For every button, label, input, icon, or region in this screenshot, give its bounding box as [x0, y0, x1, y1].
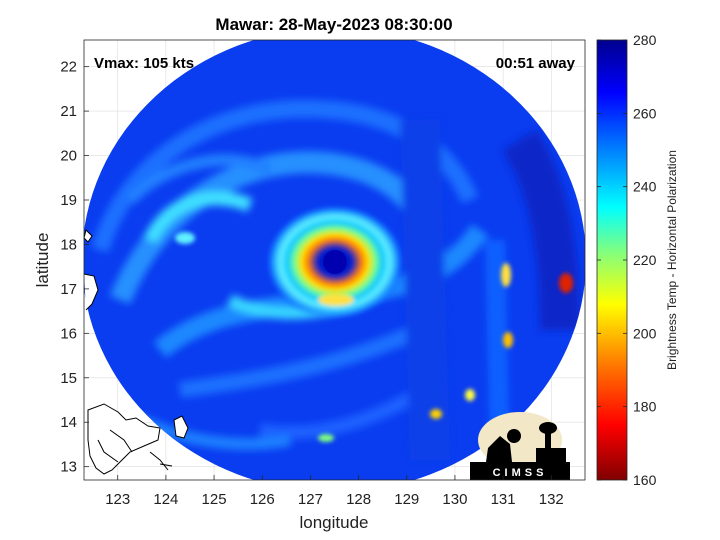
y-tick-label: 17 [60, 281, 77, 298]
cimss-logo: CIMSS [470, 412, 570, 480]
colorbar-tick-label: 220 [633, 252, 657, 268]
x-tick-label: 126 [250, 491, 275, 508]
colorbar-tick-label: 240 [633, 179, 657, 195]
chart-title: Mawar: 28-May-2023 08:30:00 [215, 15, 452, 34]
x-axis-ticks: 123 124 125 126 127 128 129 130 131 132 [105, 475, 564, 508]
colorbar-tick-label: 260 [633, 105, 657, 121]
time-offset-annotation: 00:51 away [496, 55, 576, 72]
colorbar-ticks: 160 180 200 220 240 260 280 [597, 32, 657, 488]
y-tick-label: 16 [60, 325, 77, 342]
x-tick-label: 132 [539, 491, 564, 508]
x-tick-label: 131 [491, 491, 516, 508]
x-tick-label: 125 [202, 491, 227, 508]
y-axis-label: latitude [33, 233, 52, 288]
brightness-temperature-swath [84, 40, 585, 480]
x-tick-label: 128 [346, 491, 371, 508]
y-axis-ticks: 13 14 15 16 17 18 19 20 21 22 [60, 59, 89, 476]
y-tick-label: 14 [60, 414, 77, 431]
coastlines [83, 229, 189, 475]
colorbar-tick-label: 280 [633, 32, 657, 48]
colorbar-tick-label: 160 [633, 472, 657, 488]
x-axis-label: longitude [299, 513, 368, 532]
colorbar-tick-label: 200 [633, 325, 657, 341]
y-tick-label: 13 [60, 459, 77, 476]
x-tick-label: 130 [442, 491, 467, 508]
colorbar-label: Brightness Temp - Horizontal Polarizatio… [665, 150, 679, 370]
x-tick-label: 124 [153, 491, 178, 508]
x-tick-label: 127 [298, 491, 323, 508]
vmax-annotation: Vmax: 105 kts [94, 55, 194, 72]
y-tick-label: 21 [60, 103, 77, 120]
logo-label: CIMSS [493, 467, 548, 479]
plot-frame [83, 39, 586, 481]
x-tick-label: 129 [394, 491, 419, 508]
colorbar [596, 39, 628, 481]
x-tick-label: 123 [105, 491, 130, 508]
y-tick-label: 20 [60, 148, 77, 165]
y-tick-label: 19 [60, 192, 77, 209]
y-tick-label: 15 [60, 370, 77, 387]
y-tick-label: 18 [60, 236, 77, 253]
colorbar-tick-label: 180 [633, 399, 657, 415]
y-tick-label: 22 [60, 59, 77, 76]
